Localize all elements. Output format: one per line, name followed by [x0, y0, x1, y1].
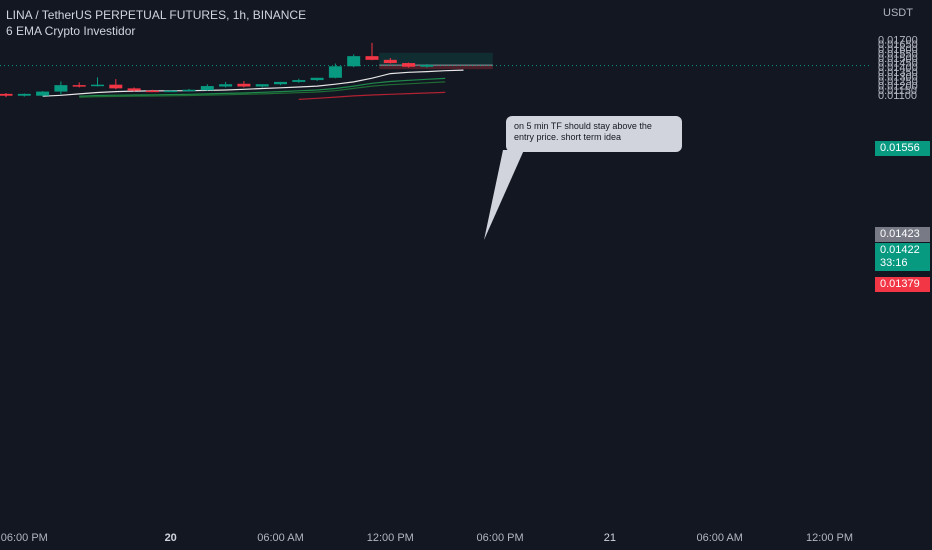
- candle-body-4: [72, 85, 86, 87]
- candle-body-12: [219, 84, 233, 87]
- y-tick-0: 0.01700: [878, 35, 918, 47]
- callout-pointer: [484, 150, 524, 240]
- candle-body-19: [347, 56, 361, 67]
- y-tick-11: 0.01150: [878, 85, 917, 97]
- stop-price-tag: 0.01379: [875, 277, 930, 292]
- ema-line-4: [298, 91, 446, 100]
- x-tick-3: 12:00 PM: [367, 532, 414, 544]
- candle-body-1: [17, 93, 31, 96]
- candle-body-7: [127, 88, 141, 91]
- candle-body-6: [109, 84, 123, 89]
- candle-body-17: [310, 77, 324, 81]
- x-tick-1: 20: [165, 532, 177, 544]
- y-tick-10: 0.01200: [878, 81, 918, 93]
- indicator-label[interactable]: 6 EMA Crypto Investidor: [6, 24, 136, 38]
- y-tick-5: 0.01450: [878, 58, 918, 70]
- candle-body-8: [145, 90, 159, 93]
- x-tick-5: 21: [604, 532, 616, 544]
- candle-body-18: [328, 66, 342, 78]
- y-tick-12: 0.01100: [878, 90, 917, 102]
- position-target-zone: [379, 52, 493, 66]
- candle-body-3: [54, 85, 68, 92]
- x-tick-7: 12:00 PM: [806, 532, 853, 544]
- idea-callout[interactable]: on 5 min TF should stay above the entry …: [506, 116, 682, 152]
- position-stop-zone: [379, 65, 493, 70]
- y-tick-4: 0.01500: [878, 53, 918, 65]
- ema-line-2: [79, 77, 446, 97]
- candle-body-20: [365, 56, 379, 60]
- candle-body-0: [0, 93, 13, 96]
- candle-body-15: [274, 81, 287, 85]
- candle-body-9: [164, 90, 178, 93]
- ema-line-3: [79, 81, 446, 98]
- candle-body-10: [182, 89, 196, 92]
- candle-body-21: [383, 59, 397, 64]
- candle-body-16: [292, 80, 306, 82]
- current-price-tag: 0.01422 33:16: [875, 243, 930, 271]
- x-tick-0: 06:00 PM: [1, 532, 48, 544]
- y-tick-2: 0.01600: [878, 44, 918, 56]
- x-tick-2: 06:00 AM: [257, 532, 303, 544]
- candle-body-23: [420, 64, 434, 67]
- y-tick-6: 0.01400: [878, 62, 918, 74]
- y-tick-9: 0.01250: [878, 76, 918, 88]
- x-tick-6: 06:00 AM: [696, 532, 742, 544]
- y-tick-8: 0.01300: [878, 71, 918, 83]
- candle-body-2: [36, 91, 50, 96]
- y-axis-unit: USDT: [883, 7, 913, 19]
- candle-body-11: [200, 86, 214, 91]
- candle-countdown: 33:16: [880, 257, 908, 269]
- symbol-title[interactable]: LINA / TetherUS PERPETUAL FUTURES, 1h, B…: [6, 8, 307, 22]
- target-price-tag: 0.01556: [875, 141, 930, 156]
- candle-body-13: [237, 83, 251, 87]
- y-tick-7: 0.01350: [878, 67, 918, 79]
- entry-price-tag: 0.01423: [875, 227, 930, 242]
- candle-body-5: [91, 84, 104, 87]
- x-tick-4: 06:00 PM: [477, 532, 524, 544]
- y-tick-3: 0.01550: [878, 48, 918, 60]
- candle-body-14: [255, 84, 269, 87]
- ema-line-1: [42, 69, 464, 97]
- candle-body-22: [402, 63, 416, 67]
- y-tick-1: 0.01650: [878, 39, 918, 51]
- current-price-value: 0.01422: [880, 244, 920, 256]
